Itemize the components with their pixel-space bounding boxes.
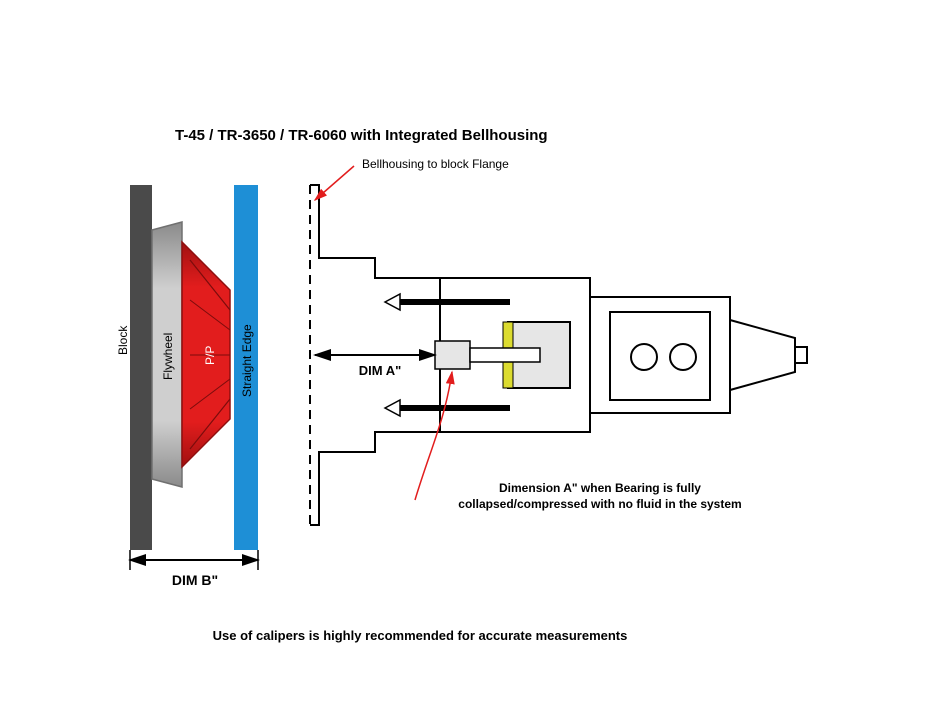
block-label: Block xyxy=(116,325,130,355)
dim-a: DIM A" xyxy=(315,355,435,378)
block-rect xyxy=(130,185,152,550)
svg-text:Bellhousing to block Flange: Bellhousing to block Flange xyxy=(362,157,509,171)
diagram-title: T-45 / TR-3650 / TR-6060 with Integrated… xyxy=(175,127,548,144)
pp-label: P/P xyxy=(203,346,217,365)
callout-bellhousing: Bellhousing to block Flange xyxy=(315,157,509,200)
svg-text:DIM A": DIM A" xyxy=(359,363,402,378)
diagram-canvas: T-45 / TR-3650 / TR-6060 with Integrated… xyxy=(0,0,926,716)
footer-note: Use of calipers is highly recommended fo… xyxy=(213,628,628,643)
straight-edge-label: Straight Edge xyxy=(240,324,254,397)
svg-text:collapsed/compressed with no f: collapsed/compressed with no fluid in th… xyxy=(458,497,741,511)
flywheel-label: Flywheel xyxy=(161,333,175,380)
svg-text:Dimension A" when Bearing is f: Dimension A" when Bearing is fully xyxy=(499,481,701,495)
svg-text:DIM B": DIM B" xyxy=(172,572,218,588)
callout-dim-a-note: Dimension A" when Bearing is fully colla… xyxy=(415,372,742,511)
dim-b: DIM B" xyxy=(130,550,258,588)
